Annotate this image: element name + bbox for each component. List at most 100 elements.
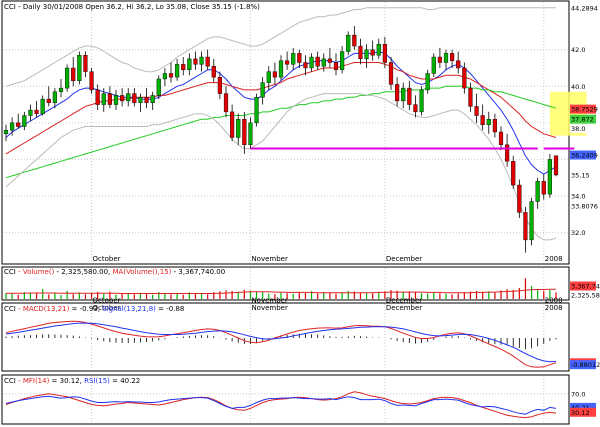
candle-body-26	[162, 73, 167, 80]
price-tag-0: 44.2894	[571, 4, 598, 12]
macd-panel: October November December 2008 CCI - MACD(1…	[1, 302, 600, 372]
candle-body-73	[450, 53, 455, 61]
candle-body-27	[168, 73, 174, 78]
mfi-line	[5, 391, 557, 419]
candle-body-86	[529, 201, 534, 241]
price-tag-9: 33.8076	[571, 203, 598, 211]
volume-tag-0-bg	[570, 281, 596, 291]
price-candles	[3, 25, 559, 253]
candle-body-67	[413, 104, 418, 113]
mfi-header-value: = 30.12,	[52, 377, 82, 385]
price-tag-2: 40.0	[571, 83, 585, 91]
mfi-rsi-panel-frame	[1, 374, 570, 425]
candle-body-54	[333, 62, 339, 71]
price-panel-frame	[1, 0, 570, 265]
candle-body-63	[388, 62, 394, 85]
macd-line	[5, 320, 557, 368]
signal-line	[5, 322, 557, 363]
macd-axis-tags: -0.93-0.88012	[570, 358, 600, 370]
price-tag-10-bg	[570, 228, 596, 238]
macd-tag-1-bg	[570, 360, 596, 370]
candle-body-12	[77, 55, 82, 82]
mfi-rsi-grid	[3, 376, 568, 423]
price-bollinger_upper-line	[5, 7, 556, 87]
candle-body-55	[340, 51, 345, 71]
volume-panel: October November December 2008 CCI - Volume…	[1, 266, 600, 305]
candle-body-78	[480, 115, 485, 125]
signal-header-label: Signal(13,21,8)	[100, 305, 158, 313]
candle-body-57	[352, 34, 357, 47]
price-header-symbol: CCI	[4, 3, 16, 11]
mfi-header-symbol: CCI	[4, 377, 16, 385]
price-x-label-2: December	[386, 255, 422, 263]
candle-body-37	[230, 111, 235, 138]
candle-body-56	[346, 34, 351, 52]
price-tag-9-bg	[570, 201, 596, 211]
price-grid	[3, 2, 568, 263]
macd-header: CCI - MACD(13,21) = -0.93, Signal(13,21,…	[4, 305, 184, 313]
candle-body-89	[547, 159, 552, 195]
macd-tag-1: -0.88012	[571, 361, 600, 369]
mfi-rsi-lines	[5, 391, 557, 419]
candle-body-35	[217, 76, 222, 94]
price-panel: October November December 2008 CCI - Daily …	[1, 0, 598, 265]
volume-bars	[5, 278, 557, 299]
candle-body-34	[211, 65, 216, 78]
candle-body-29	[181, 64, 186, 71]
candle-body-20	[126, 93, 131, 102]
price-tag-1-bg	[570, 45, 596, 55]
macd-x-label-0: October	[93, 304, 121, 312]
candle-body-84	[517, 184, 522, 213]
volume-header-label: - Volume()	[16, 268, 57, 276]
rsi-header-label: RSI(15)	[82, 377, 112, 385]
candle-body-40	[248, 122, 253, 145]
candle-body-13	[83, 55, 88, 72]
candle-body-46	[285, 60, 290, 65]
volume-x-label-1: November	[251, 297, 288, 305]
macd-x-label-3: 2008	[545, 304, 563, 312]
macd-header-value: = -0.93,	[72, 305, 100, 313]
candle-body-75	[462, 67, 467, 89]
price-header-details: - Daily 30/01/2008 Open 36.2, Hi 36.2, L…	[16, 3, 260, 11]
volume-grid: October November December 2008	[91, 268, 563, 305]
volume-ma-header-value: - 3,367,740.00	[174, 268, 226, 276]
candle-body-39	[242, 118, 247, 145]
candle-body-69	[425, 73, 430, 91]
candle-body-72	[443, 53, 449, 63]
candle-body-48	[297, 53, 302, 63]
price-header: CCI - Daily 30/01/2008 Open 36.2, Hi 36.…	[4, 3, 260, 11]
volume-axis-tags: 3,367,7402,325,580	[570, 281, 600, 300]
candle-body-44	[272, 71, 277, 78]
candle-body-83	[511, 161, 516, 186]
candle-body-71	[437, 56, 442, 63]
mfi-rsi-axis-tags: 70.040.2130.12	[570, 389, 596, 417]
price-tag-4-bg	[570, 114, 596, 124]
price-tag-10: 32.0	[571, 229, 585, 237]
candle-body-87	[535, 181, 540, 202]
candle-body-42	[260, 82, 265, 98]
candle-body-7	[46, 98, 51, 103]
candle-body-3	[22, 115, 27, 127]
candle-body-24	[150, 95, 155, 103]
volume-tag-1: 2,325,580	[571, 292, 600, 300]
price-x-label-1: November	[251, 255, 288, 263]
mfi-tag-2-bg	[570, 407, 596, 417]
price-x-label-0: October	[93, 255, 121, 263]
price-x-labels: October November December 2008	[93, 255, 563, 263]
candle-body-18	[113, 95, 119, 105]
candle-body-28	[175, 64, 180, 78]
macd-header-symbol: CCI	[4, 305, 16, 313]
candle-body-38	[236, 118, 241, 138]
candle-body-30	[187, 58, 192, 71]
candle-body-60	[370, 49, 375, 56]
mfi-header: CCI - MFI(14) = 30.12, RSI(15) = 40.22	[4, 377, 140, 385]
candle-body-82	[505, 144, 510, 162]
candle-body-64	[395, 84, 400, 102]
candle-body-77	[474, 106, 479, 116]
candle-body-65	[401, 87, 406, 102]
candle-body-4	[28, 109, 33, 116]
candle-body-11	[71, 67, 76, 82]
price-tag-6: 36.2409	[571, 152, 598, 160]
volume-x-label-3: 2008	[545, 297, 563, 305]
candle-body-32	[199, 56, 204, 65]
